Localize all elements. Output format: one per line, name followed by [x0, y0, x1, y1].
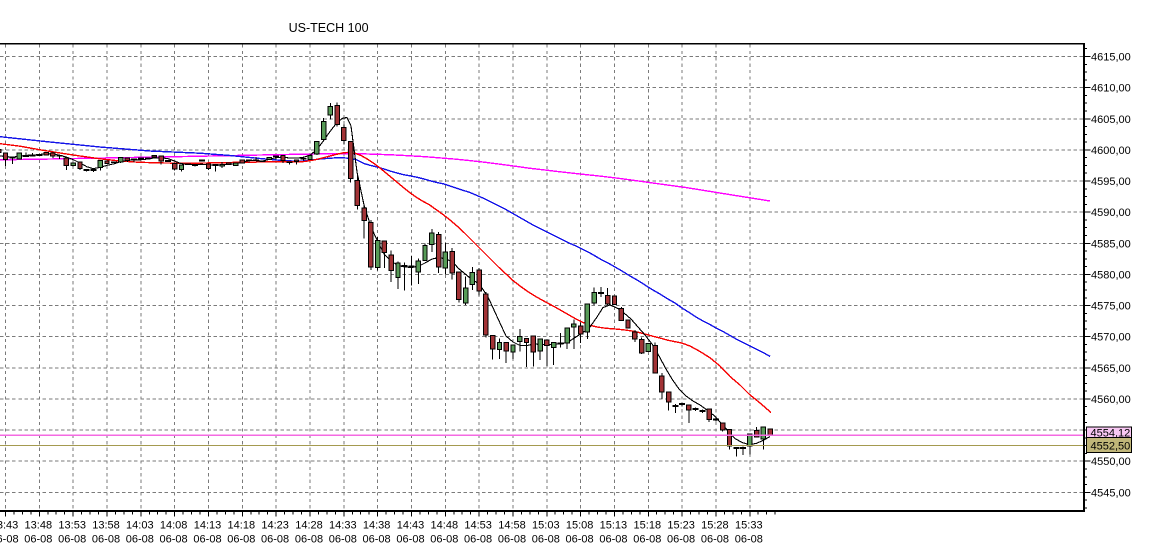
svg-text:15:18: 15:18 — [634, 520, 662, 532]
svg-text:14:48: 14:48 — [431, 520, 459, 532]
svg-text:14:23: 14:23 — [261, 520, 289, 532]
svg-text:4585,00: 4585,00 — [1091, 238, 1131, 250]
svg-text:06-08: 06-08 — [633, 534, 661, 546]
svg-text:06-08: 06-08 — [735, 534, 763, 546]
svg-text:06-08: 06-08 — [701, 534, 729, 546]
svg-text:06-08: 06-08 — [566, 534, 594, 546]
svg-text:06-08: 06-08 — [532, 534, 560, 546]
svg-text:4605,00: 4605,00 — [1091, 114, 1131, 126]
svg-text:4545,00: 4545,00 — [1091, 487, 1131, 499]
svg-text:06-08: 06-08 — [498, 534, 526, 546]
svg-text:14:18: 14:18 — [228, 520, 256, 532]
svg-text:06-08: 06-08 — [227, 534, 255, 546]
svg-text:4600,00: 4600,00 — [1091, 145, 1131, 157]
svg-text:06-08: 06-08 — [363, 534, 391, 546]
svg-text:13:48: 13:48 — [25, 520, 53, 532]
svg-text:4615,00: 4615,00 — [1091, 52, 1131, 64]
svg-text:14:28: 14:28 — [295, 520, 323, 532]
svg-text:15:13: 15:13 — [600, 520, 628, 532]
svg-text:4550,00: 4550,00 — [1091, 456, 1131, 468]
svg-text:4565,00: 4565,00 — [1091, 363, 1131, 375]
svg-text:14:13: 14:13 — [194, 520, 222, 532]
svg-text:06-08: 06-08 — [92, 534, 120, 546]
svg-text:15:33: 15:33 — [735, 520, 763, 532]
svg-text:14:38: 14:38 — [363, 520, 391, 532]
svg-text:06-08: 06-08 — [396, 534, 424, 546]
svg-text:15:08: 15:08 — [566, 520, 594, 532]
svg-text:06-08: 06-08 — [295, 534, 323, 546]
svg-text:06-08: 06-08 — [261, 534, 289, 546]
svg-text:4610,00: 4610,00 — [1091, 83, 1131, 95]
svg-text:06-08: 06-08 — [599, 534, 627, 546]
svg-text:06-08: 06-08 — [58, 534, 86, 546]
svg-text:06-08: 06-08 — [24, 534, 52, 546]
svg-text:06-08: 06-08 — [430, 534, 458, 546]
svg-text:06-08: 06-08 — [0, 534, 19, 546]
svg-text:06-08: 06-08 — [160, 534, 188, 546]
svg-text:4590,00: 4590,00 — [1091, 207, 1131, 219]
svg-text:14:53: 14:53 — [464, 520, 492, 532]
svg-text:14:43: 14:43 — [397, 520, 425, 532]
svg-text:13:53: 13:53 — [58, 520, 86, 532]
svg-text:14:03: 14:03 — [126, 520, 154, 532]
svg-text:4552,50: 4552,50 — [1091, 440, 1131, 452]
svg-text:4595,00: 4595,00 — [1091, 176, 1131, 188]
svg-text:4570,00: 4570,00 — [1091, 332, 1131, 344]
svg-text:4560,00: 4560,00 — [1091, 394, 1131, 406]
svg-text:4575,00: 4575,00 — [1091, 301, 1131, 313]
svg-text:14:33: 14:33 — [329, 520, 357, 532]
svg-text:06-08: 06-08 — [126, 534, 154, 546]
svg-text:06-08: 06-08 — [193, 534, 221, 546]
svg-text:15:03: 15:03 — [532, 520, 560, 532]
svg-text:13:43: 13:43 — [0, 520, 18, 532]
svg-text:15:23: 15:23 — [667, 520, 695, 532]
svg-text:06-08: 06-08 — [329, 534, 357, 546]
svg-text:13:58: 13:58 — [92, 520, 120, 532]
svg-text:US-TECH 100: US-TECH 100 — [289, 21, 369, 35]
svg-text:4554,12: 4554,12 — [1091, 428, 1131, 440]
svg-text:14:08: 14:08 — [160, 520, 188, 532]
svg-text:06-08: 06-08 — [667, 534, 695, 546]
svg-text:06-08: 06-08 — [464, 534, 492, 546]
svg-text:4580,00: 4580,00 — [1091, 269, 1131, 281]
svg-text:15:28: 15:28 — [701, 520, 729, 532]
svg-text:14:58: 14:58 — [498, 520, 526, 532]
